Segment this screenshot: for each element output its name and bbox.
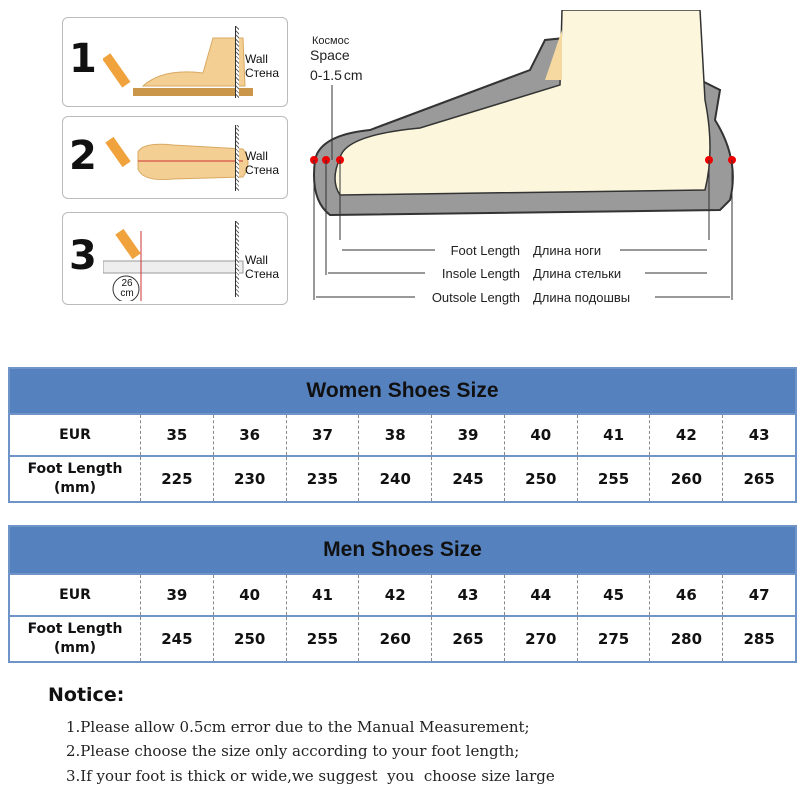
notice-line: 3.If your foot is thick or wide,we sugge… <box>66 767 555 785</box>
table-cell: 260 <box>649 457 722 501</box>
table-cell: 255 <box>285 617 359 661</box>
table-row-foot-length: Foot Length (mm) 225 230 235 240 245 250 … <box>10 455 795 501</box>
foot-side-illustration <box>103 37 253 96</box>
wall-icon <box>235 26 239 98</box>
wall-icon <box>235 221 239 297</box>
step-number: 1 <box>69 36 97 82</box>
table-cell: 41 <box>576 415 650 455</box>
step-number: 2 <box>69 133 97 179</box>
table-cell: 46 <box>649 575 722 615</box>
table-cell: 225 <box>140 457 213 501</box>
notice-line: 1.Please allow 0.5cm error due to the Ma… <box>66 718 530 736</box>
foot <box>334 10 711 196</box>
row-label: Foot Length (mm) <box>27 461 123 496</box>
table-cell: 260 <box>358 617 431 661</box>
wall-label: Wall Стена <box>244 52 279 80</box>
wall-label: Wall Стена <box>244 253 279 281</box>
space-en-label: Space <box>310 47 350 63</box>
table-cell: 265 <box>722 457 795 501</box>
insole-length-en: Insole Length <box>442 266 520 281</box>
step-panel-3: 3 26 cm Wall Стена <box>62 212 288 305</box>
outsole-length-ru: Длина подошвы <box>533 290 630 305</box>
step-number: 3 <box>69 233 97 279</box>
table-cell: 265 <box>431 617 504 661</box>
table-cell: 230 <box>212 457 286 501</box>
table-cell: 255 <box>576 457 650 501</box>
table-cell: 42 <box>358 575 431 615</box>
ruler-value: 26 cm <box>120 278 134 299</box>
table-cell: 43 <box>431 575 504 615</box>
foot-length-ru: Длина ноги <box>533 243 601 258</box>
row-label: EUR <box>59 426 91 443</box>
table-row-eur: EUR 35 36 37 38 39 40 41 42 43 <box>10 413 795 455</box>
table-cell: 245 <box>140 617 213 661</box>
table-cell: 280 <box>649 617 722 661</box>
table-cell: 39 <box>431 415 504 455</box>
table-cell: 44 <box>503 575 577 615</box>
table-cell: 39 <box>140 575 213 615</box>
table-cell: 240 <box>358 457 431 501</box>
table-cell: 38 <box>358 415 431 455</box>
notice-title: Notice: <box>48 684 125 706</box>
row-label: Foot Length (mm) <box>27 621 123 656</box>
space-range-label: 0-1.5 cm <box>310 67 363 83</box>
table-cell: 43 <box>722 415 795 455</box>
men-table-title: Men Shoes Size <box>10 527 795 573</box>
table-cell: 47 <box>722 575 795 615</box>
women-size-table: Women Shoes Size EUR 35 36 37 38 39 40 4… <box>8 367 797 503</box>
shoe-measurement-diagram: Космос Space 0-1.5 cm Foot Length Длина н… <box>310 10 736 305</box>
table-cell: 37 <box>285 415 359 455</box>
space-ru-label: Космос <box>312 35 350 47</box>
table-cell: 270 <box>503 617 577 661</box>
table-cell: 245 <box>431 457 504 501</box>
step-panel-2: 2 Wall Стена <box>62 116 288 199</box>
table-cell: 250 <box>212 617 286 661</box>
table-row-eur: EUR 39 40 41 42 43 44 45 46 47 <box>10 573 795 615</box>
table-cell: 45 <box>576 575 650 615</box>
women-table-title: Women Shoes Size <box>10 369 795 413</box>
table-cell: 40 <box>212 575 286 615</box>
table-cell: 250 <box>503 457 577 501</box>
table-cell: 42 <box>649 415 722 455</box>
table-cell: 40 <box>503 415 577 455</box>
table-cell: 35 <box>140 415 213 455</box>
wall-icon <box>235 125 239 191</box>
men-size-table: Men Shoes Size EUR 39 40 41 42 43 44 45 … <box>8 525 797 663</box>
step-panel-1: 1 Wall Стена <box>62 17 288 107</box>
table-cell: 285 <box>722 617 795 661</box>
row-label: EUR <box>59 586 91 603</box>
ruler-illustration <box>103 228 244 301</box>
table-cell: 41 <box>285 575 359 615</box>
table-cell: 36 <box>212 415 286 455</box>
table-row-foot-length: Foot Length (mm) 245 250 255 260 265 270 … <box>10 615 795 661</box>
foot-length-en: Foot Length <box>451 243 520 258</box>
wall-label: Wall Стена <box>244 149 279 177</box>
notice-line: 2.Please choose the size only according … <box>66 742 520 760</box>
foot-top-illustration <box>105 136 249 180</box>
table-cell: 275 <box>576 617 650 661</box>
table-cell: 235 <box>285 457 359 501</box>
outsole-length-en: Outsole Length <box>432 290 520 305</box>
insole-length-ru: Длина стельки <box>533 266 621 281</box>
